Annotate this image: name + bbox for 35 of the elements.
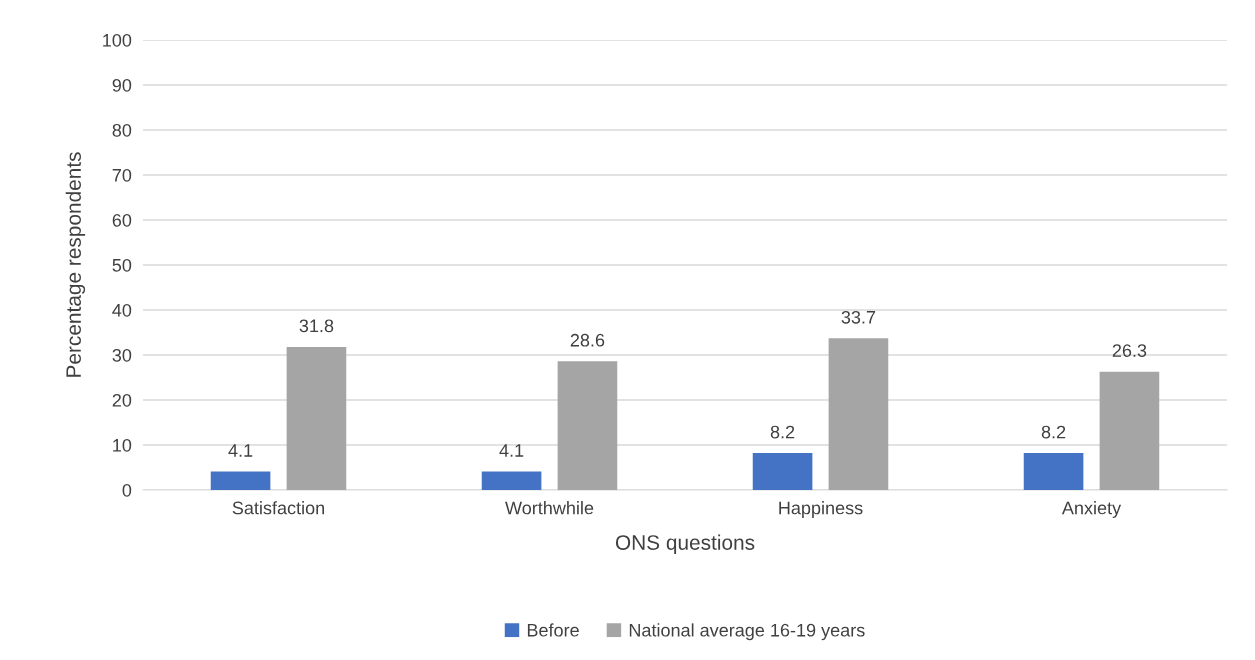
y-tick-label: 70 [112, 168, 132, 182]
data-label: 28.6 [570, 333, 605, 347]
y-tick-label: 90 [112, 78, 132, 92]
y-tick-label: 10 [113, 438, 132, 452]
y-tick-label: 30 [112, 348, 132, 362]
y-tick-label: 20 [112, 393, 132, 407]
bar [481, 471, 542, 490]
y-tick-label: 40 [112, 303, 132, 317]
data-label: 8.2 [770, 425, 795, 439]
x-tick-label: Worthwhile [505, 501, 594, 515]
legend-label: National average 16-19 years [629, 623, 865, 641]
x-tick-label: Satisfaction [232, 501, 324, 515]
y-tick-label: 100 [103, 33, 132, 47]
data-label: 31.8 [299, 319, 334, 333]
bar [828, 338, 889, 490]
bar [1023, 453, 1084, 490]
data-label: 33.7 [841, 310, 876, 324]
data-label: 4.1 [228, 444, 253, 457]
data-label: 26.3 [1112, 344, 1147, 357]
y-tick-label: 0 [122, 483, 132, 497]
y-tick-label: 60 [112, 213, 132, 227]
x-tick-label: Happiness [779, 501, 863, 518]
x-tick-label: Anxiety [1061, 501, 1122, 518]
y-tick-label: 80 [112, 123, 132, 137]
x-axis-title: ONS questions [615, 534, 755, 555]
bar [752, 453, 813, 490]
bar [1099, 371, 1160, 490]
legend-label: Before [527, 623, 579, 637]
data-label: 4.1 [499, 444, 524, 457]
data-label: 8.2 [1041, 425, 1066, 439]
y-axis-title: Percentage respondents [65, 152, 86, 377]
bar [286, 346, 347, 490]
y-tick-label: 50 [112, 258, 132, 272]
bar [210, 471, 271, 490]
bar [557, 361, 618, 490]
